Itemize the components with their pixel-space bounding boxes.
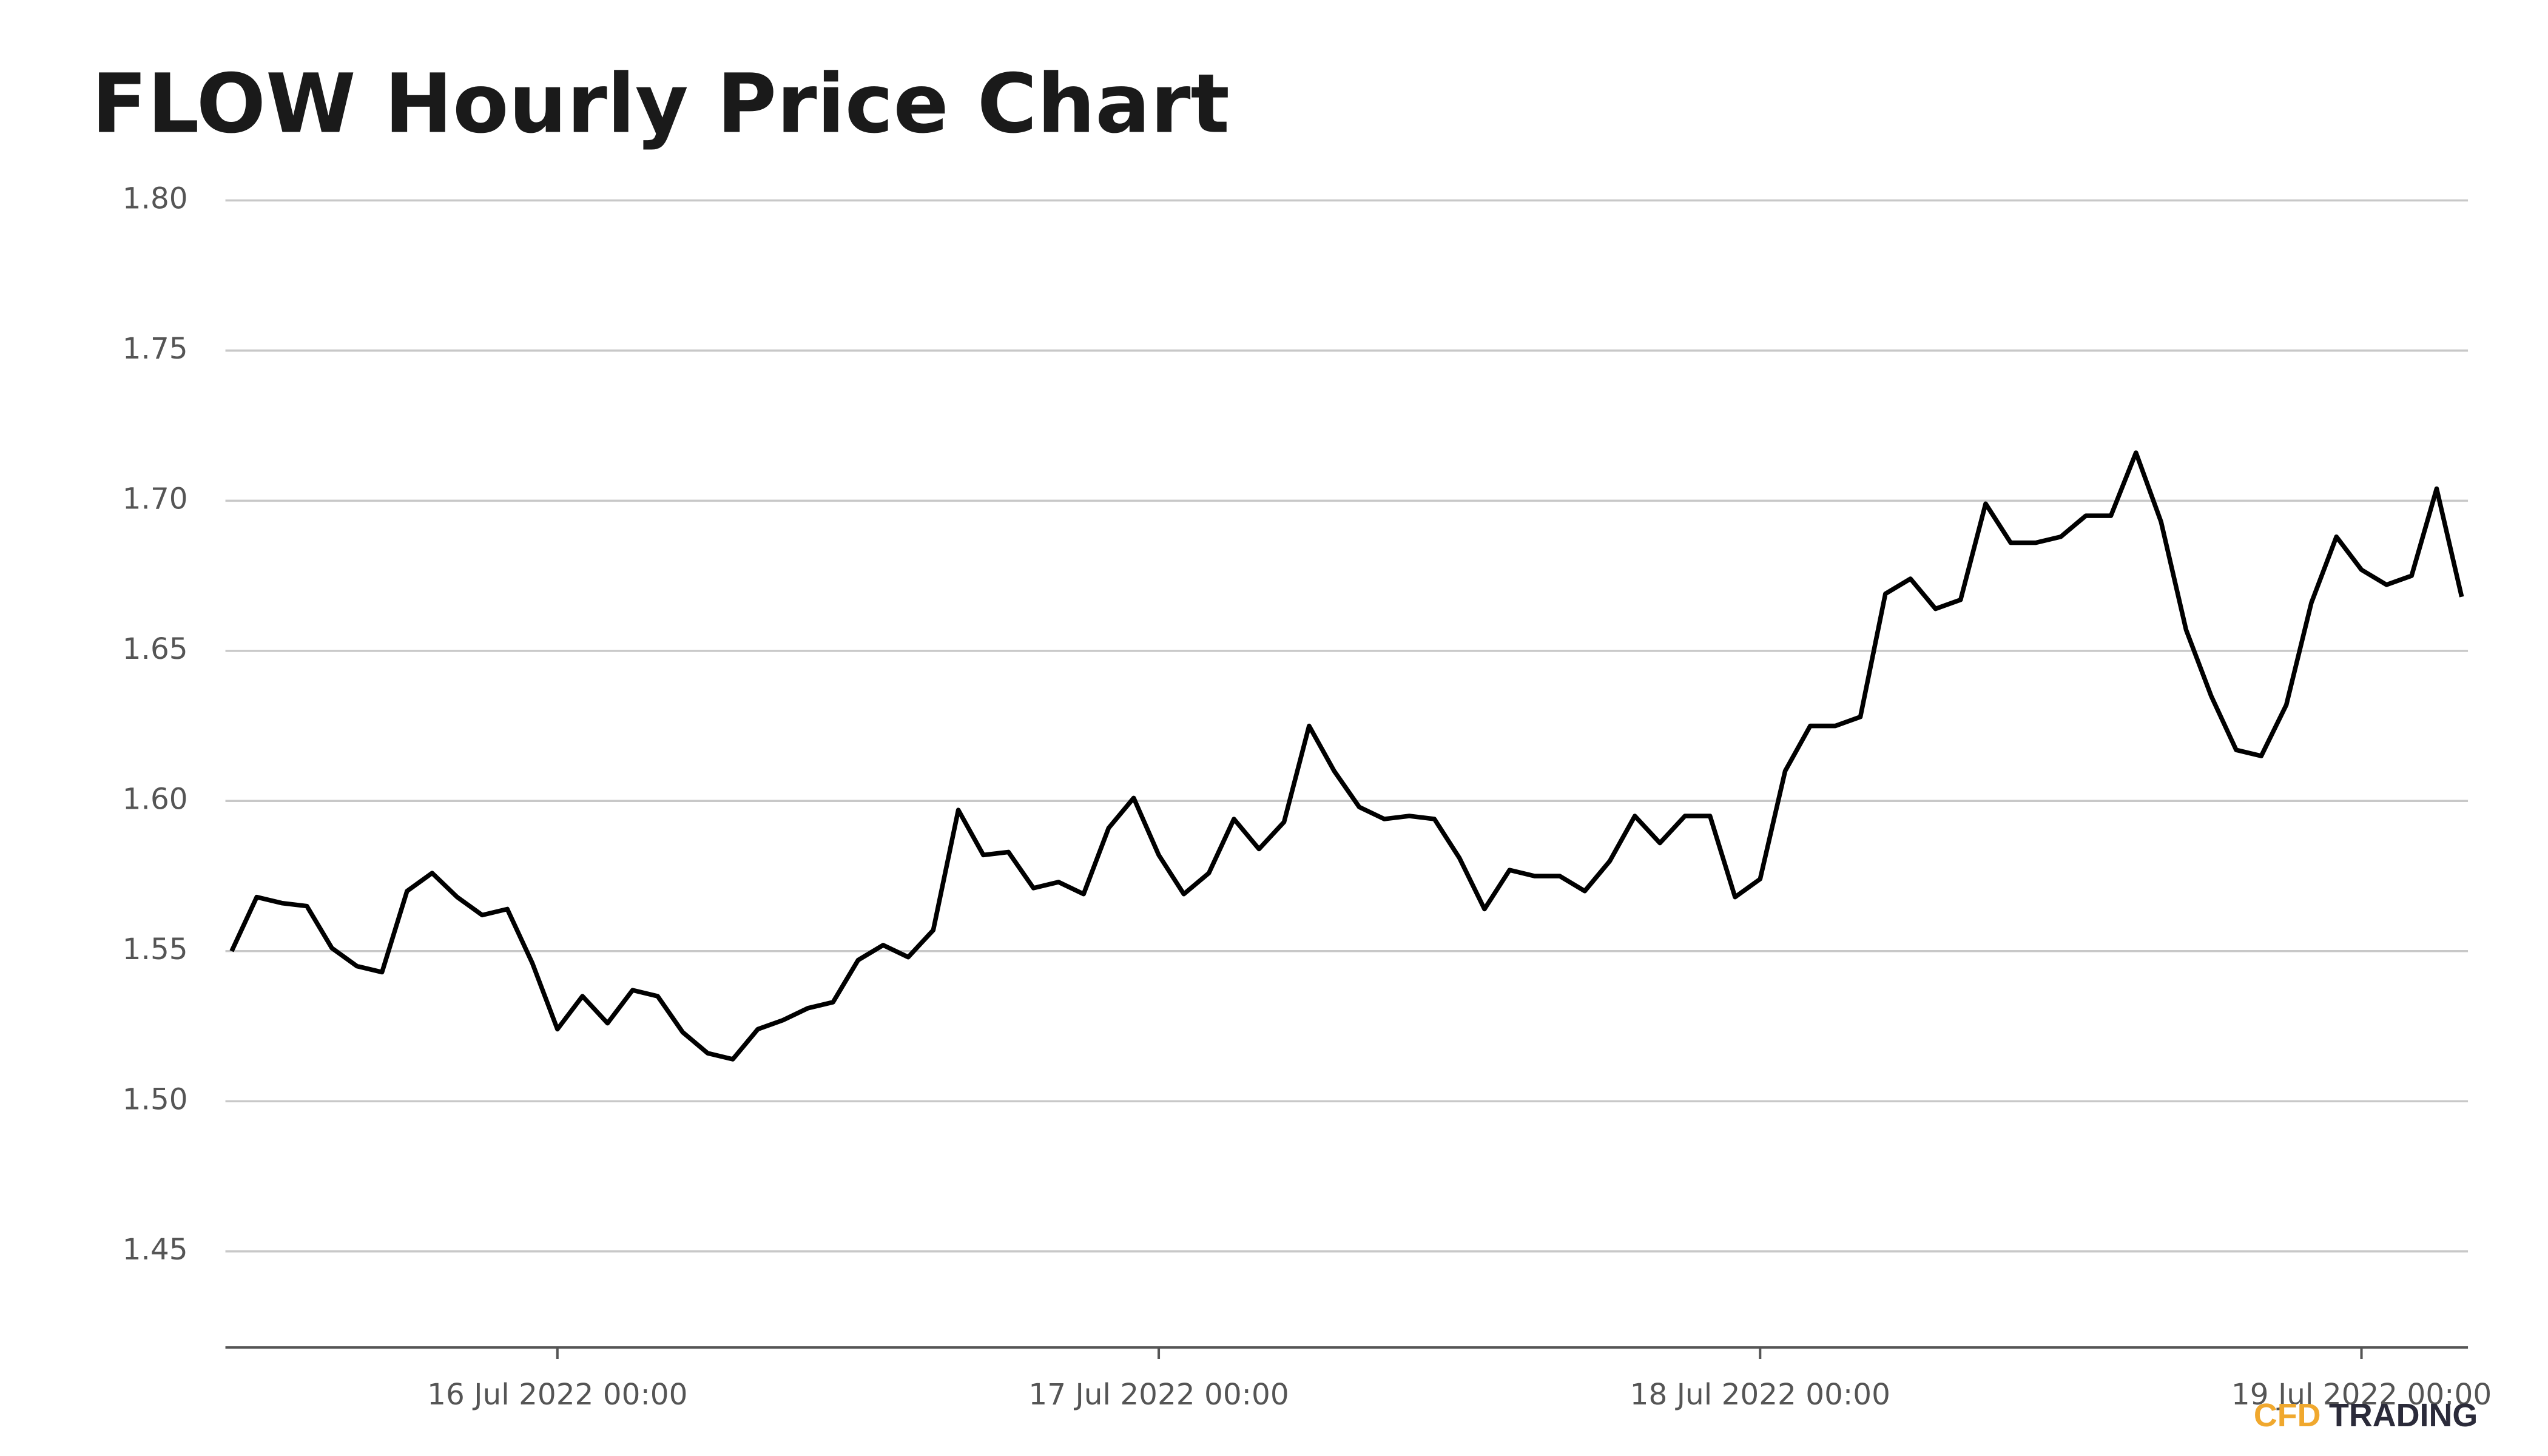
y-tick-label: 1.65 (123, 632, 188, 666)
logo-text: TRADING (2329, 1397, 2478, 1434)
y-tick-label: 1.70 (123, 482, 188, 516)
y-tick-label: 1.75 (123, 332, 188, 366)
y-tick-label: 1.45 (123, 1233, 188, 1267)
price-line (229, 450, 2464, 1062)
x-tick-label: 18 Jul 2022 00:00 (1630, 1378, 1890, 1412)
y-tick-label: 1.55 (123, 932, 188, 966)
y-tick-label: 1.80 (123, 181, 188, 215)
y-tick-label: 1.60 (123, 782, 188, 816)
x-tick-label: 19 Jul 2022 00:00 (2231, 1378, 2492, 1412)
x-tick-label: 17 Jul 2022 00:00 (1028, 1378, 1289, 1412)
chart-title: FLOW Hourly Price Chart (92, 56, 1230, 151)
logo: CFD TRADING (2254, 1397, 2478, 1434)
y-tick-label: 1.50 (123, 1082, 188, 1116)
logo-accent: CFD (2254, 1397, 2321, 1434)
x-tick-label: 16 Jul 2022 00:00 (427, 1378, 687, 1412)
